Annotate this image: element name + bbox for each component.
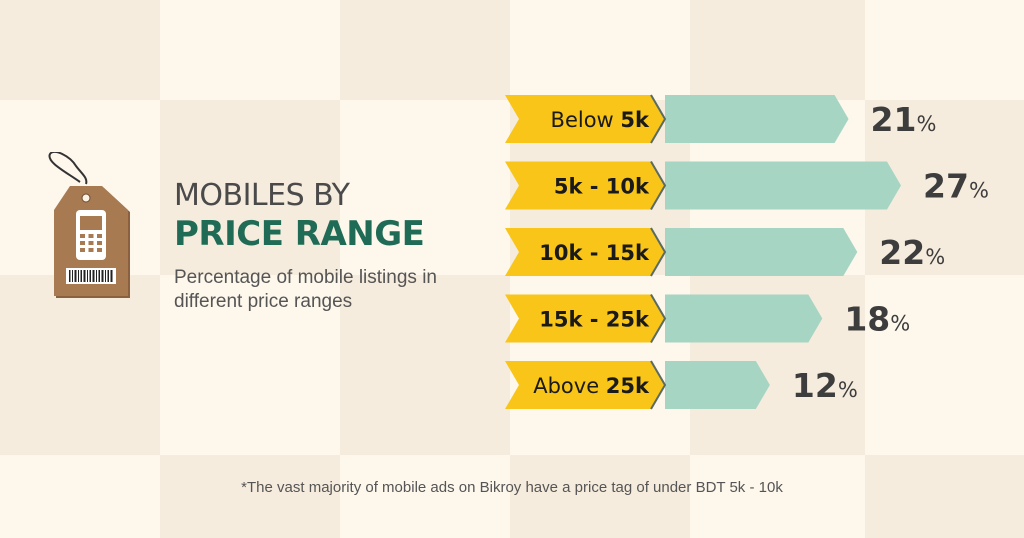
background-tile (160, 455, 340, 538)
data-label-unit: % (838, 378, 858, 402)
category-label-background (505, 294, 665, 343)
subtitle: Percentage of mobile listings in differe… (174, 267, 437, 312)
data-label-value: 27 (923, 167, 969, 206)
title-line-2: PRICE RANGE (174, 214, 425, 254)
label-divider (650, 94, 667, 144)
category-label: 10k - 15k (539, 241, 650, 265)
background-tile (510, 455, 690, 538)
bar-row: 5k - 10k 27% (505, 160, 989, 211)
category-label-range: 25k (606, 374, 650, 398)
bar-row: 15k - 25k 18% (505, 293, 910, 344)
background-tile (340, 100, 510, 275)
background-tile (690, 0, 865, 100)
footnote: *The vast majority of mobile ads on Bikr… (241, 479, 783, 496)
category-label-range: 15k - 25k (539, 308, 650, 332)
background-tile (160, 0, 340, 100)
bar-row: Below 5k 21% (505, 94, 937, 144)
data-label-value: 21 (871, 100, 917, 139)
data-label: 18% (844, 300, 910, 339)
category-label-background (505, 361, 665, 409)
background-tile (340, 0, 510, 100)
category-label-background (505, 95, 665, 143)
bar (665, 228, 858, 276)
label-divider (650, 293, 667, 344)
background-tile (865, 0, 1024, 100)
data-label-unit: % (925, 245, 945, 269)
data-label-unit: % (969, 179, 989, 203)
background-tile (340, 275, 510, 455)
background-tile (865, 455, 1024, 538)
bar (665, 361, 770, 409)
label-divider (650, 160, 667, 211)
title-line-1: MOBILES BY (174, 178, 350, 213)
category-label-prefix: Below (551, 108, 621, 132)
background-tile (160, 100, 340, 275)
data-label-unit: % (890, 312, 910, 336)
category-label-range: 5k - 10k (554, 175, 650, 199)
data-label-unit: % (916, 112, 936, 136)
data-label: 27% (923, 167, 989, 206)
background-tile (160, 275, 340, 455)
background-tile (0, 0, 160, 100)
category-label: 5k - 10k (554, 175, 650, 199)
bar (665, 95, 849, 143)
category-label-range: 10k - 15k (539, 241, 650, 265)
category-label-background (505, 161, 665, 210)
label-divider (650, 227, 667, 277)
data-label-value: 22 (879, 233, 925, 272)
background-tile (510, 0, 690, 100)
bar (665, 294, 823, 343)
background-tile (865, 275, 1024, 455)
bar (665, 161, 901, 210)
category-label-prefix: Above (533, 374, 606, 398)
price-tag-mobile-icon (48, 152, 130, 298)
background-tile (0, 275, 160, 455)
data-label-value: 12 (792, 366, 838, 405)
background-tile (690, 455, 865, 538)
data-label: 22% (879, 233, 945, 272)
label-divider (650, 360, 667, 410)
data-label: 12% (792, 366, 858, 405)
category-label: Above 25k (533, 374, 650, 398)
data-label-value: 18 (844, 300, 890, 339)
data-label: 21% (871, 100, 937, 139)
category-label-background (505, 228, 665, 276)
bar-row: 10k - 15k 22% (505, 227, 945, 277)
title-block: MOBILES BY PRICE RANGE Percentage of mob… (174, 178, 504, 314)
background-tile (0, 455, 160, 538)
category-label: Below 5k (551, 108, 650, 132)
category-label: 15k - 25k (539, 308, 650, 332)
category-label-range: 5k (620, 108, 650, 132)
bar-row: Above 25k 12% (505, 360, 858, 410)
background-tile (340, 455, 510, 538)
